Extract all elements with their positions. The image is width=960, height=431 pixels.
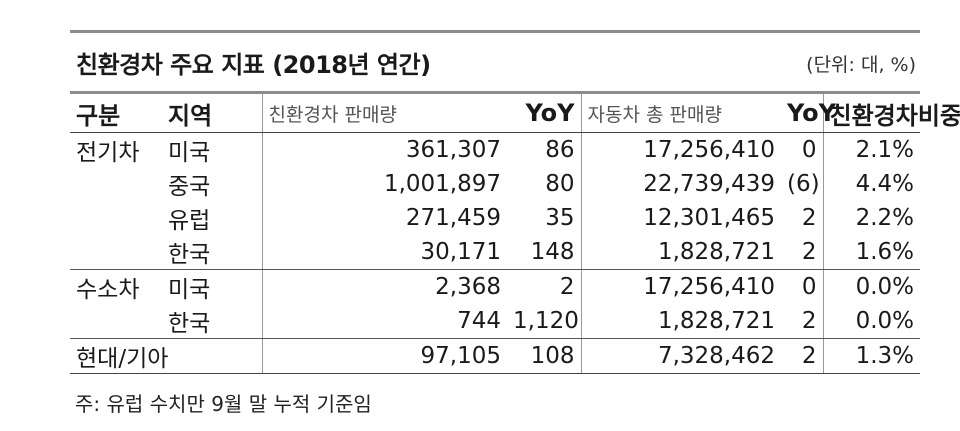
cell-eco-yoy: 86 [507, 132, 582, 167]
header-total-yoy: YoY [781, 94, 836, 133]
cell-total-yoy: 0 [781, 132, 824, 167]
cell-share: 0.0% [855, 274, 914, 300]
cell-region [162, 338, 263, 374]
footnote: 주: 유럽 수치만 9월 말 누적 기준임 [75, 392, 372, 416]
cell-eco-sales: 30,171 [262, 235, 507, 270]
cell-region: 유럽 [162, 201, 263, 235]
cell-total-sales: 22,739,439 [643, 171, 775, 197]
table-row: 현대/기아 97,105 108 7,328,462 2 1.3% [70, 338, 920, 374]
table-row: 중국 1,001,897 80 22,739,439 (6) 4.4% [70, 167, 920, 201]
cell-share: 2.1% [855, 137, 914, 163]
cell-total-sales: 1,828,721 [581, 304, 781, 339]
cell-eco-yoy: 2 [507, 269, 582, 304]
cell-category: 수소차 [76, 277, 140, 303]
cell-total-sales: 12,301,465 [643, 205, 775, 231]
cell-total-sales: 17,256,410 [643, 137, 775, 163]
unit-label: (단위: 대, %) [806, 54, 916, 76]
cell-category [70, 167, 162, 201]
cell-total-yoy: 2 [781, 201, 824, 235]
cell-category [70, 201, 162, 235]
table-row: 유럽 271,459 35 12,301,465 2 2.2% [70, 201, 920, 235]
cell-total-sales: 7,328,462 [581, 338, 781, 374]
header-eco-yoy: YoY [507, 94, 582, 133]
indicator-table: 구분 지역 친환경차 판매량 YoY 자동차 총 판매량 YoY 친환경차비중 … [70, 94, 960, 374]
cell-total-yoy: 0 [781, 269, 824, 304]
cell-eco-yoy: 80 [507, 167, 582, 201]
cell-total-yoy: (6) [781, 167, 824, 201]
cell-region: 미국 [162, 132, 263, 167]
cell-category: 현대/기아 [70, 338, 168, 374]
cell-eco-sales: 271,459 [405, 205, 501, 231]
cell-eco-sales: 361,307 [405, 137, 501, 163]
title-bar: 친환경차 주요 지표 (2018년 연간) (단위: 대, %) [70, 30, 920, 94]
cell-eco-yoy: 108 [507, 338, 582, 374]
cell-total-yoy: 2 [781, 235, 824, 270]
header-eco-sales: 친환경차 판매량 [262, 94, 507, 133]
header-region: 지역 [162, 94, 263, 133]
cell-eco-yoy: 35 [507, 201, 582, 235]
cell-category [70, 235, 162, 270]
cell-region: 미국 [162, 269, 263, 304]
cell-share: 2.2% [855, 205, 914, 231]
header-total-sales: 자동차 총 판매량 [581, 94, 781, 133]
cell-eco-yoy: 148 [507, 235, 582, 270]
header-share: 친환경차비중 [823, 94, 960, 133]
header-category: 구분 [70, 94, 162, 133]
table-row: 전기차 미국 361,307 86 17,256,410 0 2.1% [70, 132, 920, 167]
cell-eco-yoy: 1,120 [507, 304, 582, 339]
table-container: 친환경차 주요 지표 (2018년 연간) (단위: 대, %) 구분 지역 친… [70, 30, 960, 374]
cell-total-yoy: 2 [781, 304, 824, 339]
header-row: 구분 지역 친환경차 판매량 YoY 자동차 총 판매량 YoY 친환경차비중 [70, 94, 960, 133]
cell-eco-sales: 744 [262, 304, 507, 339]
cell-region: 한국 [162, 304, 263, 339]
table-row: 한국 744 1,120 1,828,721 2 0.0% [70, 304, 920, 339]
cell-region: 한국 [162, 235, 263, 270]
cell-share: 4.4% [855, 171, 914, 197]
cell-region: 중국 [162, 167, 263, 201]
cell-category [70, 304, 162, 339]
cell-category: 전기차 [76, 140, 140, 166]
cell-share: 1.3% [823, 338, 920, 374]
cell-eco-sales: 2,368 [435, 274, 501, 300]
cell-total-yoy: 2 [781, 338, 824, 374]
cell-eco-sales: 97,105 [262, 338, 507, 374]
cell-share: 1.6% [823, 235, 920, 270]
cell-share: 0.0% [823, 304, 920, 339]
table-title: 친환경차 주요 지표 (2018년 연간) [76, 51, 431, 79]
table-row: 수소차 미국 2,368 2 17,256,410 0 0.0% [70, 269, 920, 304]
cell-total-sales: 17,256,410 [643, 274, 775, 300]
table-row: 한국 30,171 148 1,828,721 2 1.6% [70, 235, 920, 270]
cell-total-sales: 1,828,721 [581, 235, 781, 270]
cell-eco-sales: 1,001,897 [383, 171, 501, 197]
